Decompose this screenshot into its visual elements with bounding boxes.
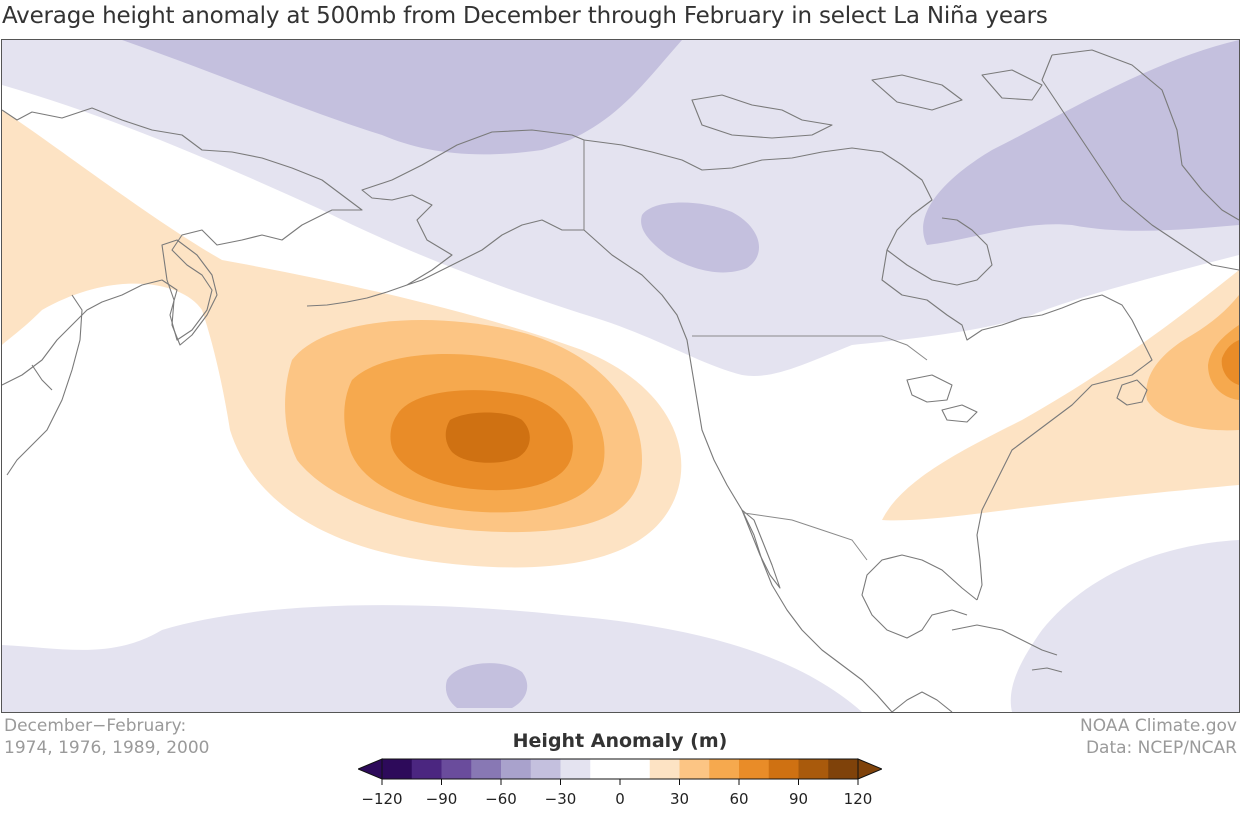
colorbar-cell <box>620 759 651 779</box>
baja-california <box>741 509 781 589</box>
positive-level-atlantic-core <box>1221 340 1239 385</box>
source-publisher: NOAA Climate.gov <box>1079 716 1237 736</box>
colorbar-tick-label: 60 <box>729 790 749 808</box>
colorbar-cell <box>709 759 740 779</box>
legend-title: Height Anomaly (m) <box>512 730 728 752</box>
colorbar-extend-high <box>857 758 882 780</box>
japan-kurils <box>6 294 83 476</box>
colorbar-cell <box>411 759 442 779</box>
anomaly-map <box>1 39 1240 713</box>
colorbar-cell <box>441 759 472 779</box>
alaska-coastline <box>361 129 585 286</box>
colorbar-cell <box>501 759 532 779</box>
colorbar-cell <box>649 759 680 779</box>
positive-anomaly-layer <box>2 110 1239 568</box>
central-america <box>891 691 953 712</box>
positive-level-60-atlantic <box>1146 295 1239 431</box>
colorbar-cell <box>739 759 770 779</box>
border-layer <box>583 140 928 561</box>
coastline-layer <box>2 49 1239 712</box>
colorbar-tick-label: 120 <box>843 790 873 808</box>
colorbar-cell <box>798 759 829 779</box>
colorbar-cell <box>382 759 413 779</box>
arctic-islands <box>691 69 1043 139</box>
colorbar-extend-low <box>358 758 383 780</box>
colorbar-cells <box>382 759 859 779</box>
negative-anomaly-north <box>2 40 1239 376</box>
map-canvas <box>2 40 1239 712</box>
positive-level-120 <box>445 412 530 463</box>
colorbar-tick-label: 0 <box>615 790 625 808</box>
colorbar-tick-label: 30 <box>669 790 690 808</box>
negative-core-canada <box>641 202 759 273</box>
period-note: December−February: 1974, 1976, 1989, 200… <box>4 715 209 759</box>
negative-anomaly-atlantic-south <box>1010 540 1239 712</box>
colorbar-ticks <box>381 779 859 785</box>
cuba-caribbean <box>951 624 1063 673</box>
hudson-bay <box>886 217 993 286</box>
colorbar <box>358 758 882 785</box>
source-data: Data: NCEP/NCAR <box>1085 738 1237 758</box>
colorbar-cell <box>590 759 621 779</box>
chart-title: Average height anomaly at 500mb from Dec… <box>2 3 1048 29</box>
negative-core-alaska <box>122 40 682 155</box>
colorbar-cell <box>679 759 710 779</box>
aleutian-islands <box>306 284 408 307</box>
kamchatka <box>161 239 218 346</box>
us-mexico-border <box>743 512 868 561</box>
asia-coastline <box>2 107 363 386</box>
period-label: December−February: <box>4 716 187 736</box>
canada-arctic-coast <box>583 139 1153 601</box>
north-america-west-coast <box>583 229 893 712</box>
negative-anomaly-layer <box>2 40 1239 712</box>
colorbar-tick-label: −90 <box>425 790 458 808</box>
colorbar-tick-label: −120 <box>361 790 403 808</box>
period-years: 1974, 1976, 1989, 2000 <box>4 738 210 758</box>
positive-level-30-atlantic <box>882 270 1239 521</box>
negative-core-subtropical-pacific <box>445 663 528 708</box>
negative-anomaly-core-layer <box>122 40 1239 708</box>
source-note: NOAA Climate.gov Data: NCEP/NCAR <box>1080 715 1237 759</box>
colorbar-tick-label: −60 <box>485 790 517 808</box>
great-lakes <box>906 374 978 423</box>
colorbar-cell <box>768 759 799 779</box>
negative-core-greenland <box>923 40 1239 245</box>
colorbar-tick-label: 90 <box>788 790 809 808</box>
colorbar-tick-label: −30 <box>544 790 577 808</box>
negative-anomaly-pacific-south <box>2 605 862 712</box>
colorbar-cell <box>828 759 859 779</box>
us-canada-border <box>692 335 928 361</box>
colorbar-cell <box>530 759 561 779</box>
greenland <box>1041 49 1239 271</box>
colorbar-cell <box>560 759 591 779</box>
colorbar-cell <box>471 759 502 779</box>
gulf-of-mexico <box>861 554 978 639</box>
newfoundland <box>1116 379 1148 406</box>
